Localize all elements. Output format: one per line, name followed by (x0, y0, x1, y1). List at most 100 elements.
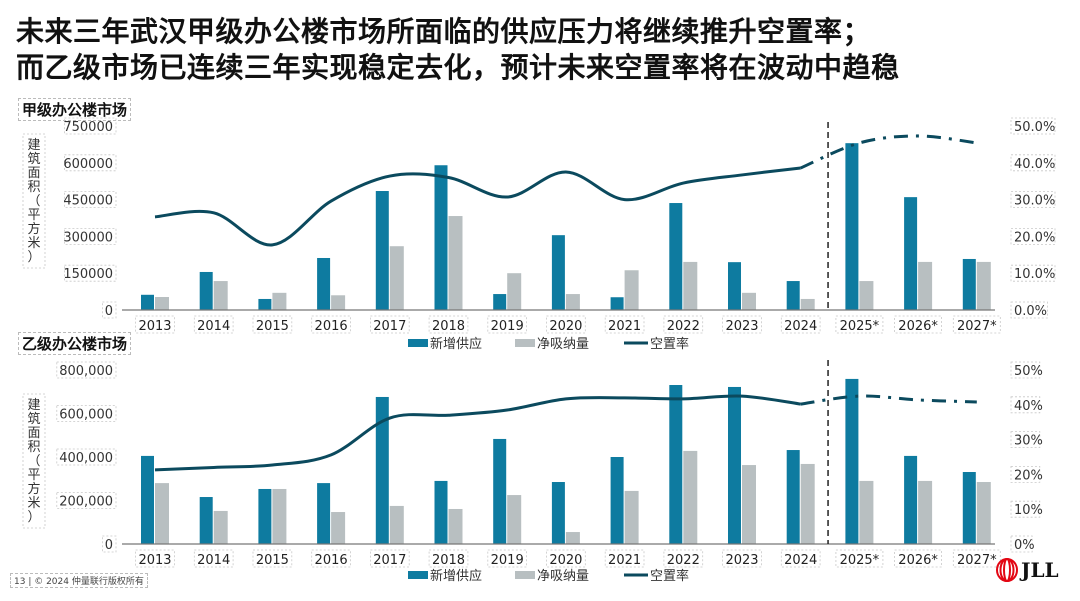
left-axis-tick-label: 200,000 (59, 495, 113, 510)
label-dashed-box (1010, 431, 1041, 449)
x-axis-tick-label: 2013 (138, 319, 171, 334)
bar-net-absorption (918, 261, 933, 310)
grade-b-chart: 0 200,000 400,000 600,000 800,000 0% 10% 20% 30%… (22, 360, 1043, 584)
y-axis-title-char: 米 (27, 496, 40, 511)
label-dashed-box (1010, 191, 1056, 209)
bar-new-supply (845, 143, 859, 310)
bar-net-absorption (507, 273, 522, 310)
bar-new-supply (904, 197, 918, 310)
bar-net-absorption (448, 508, 463, 544)
x-axis-tick-label: 2014 (197, 319, 230, 334)
x-axis-tick-label: 2027* (957, 553, 997, 568)
bar-new-supply (317, 483, 331, 544)
y-axis-title-char: 米 (27, 236, 40, 251)
label-dashed-box (56, 405, 117, 422)
y-axis-title-char: 方 (27, 481, 40, 497)
bar-new-supply (141, 294, 154, 310)
bar-new-supply (375, 396, 389, 544)
bar-new-supply (258, 298, 272, 310)
slide-title-line-2: 而乙级市场已连续三年实现稳定去化，预计未来空置率将在波动中趋稳 (16, 51, 900, 84)
x-axis-tick-label: 2015 (256, 319, 289, 334)
y-axis-title-char: ） (27, 510, 40, 525)
x-axis-tick-label: 2024 (784, 553, 817, 568)
grade-a-chart: 0 150000 300000 450000 600000 750000 0.0% 10.0%… (22, 117, 1056, 352)
x-axis-tick-label: 2016 (315, 553, 348, 568)
bar-net-absorption (331, 512, 346, 544)
bar-new-supply (493, 294, 507, 310)
bar-net-absorption (976, 482, 991, 544)
bar-new-supply (669, 203, 683, 310)
y-axis-title-char: ） (27, 250, 40, 265)
y-axis-title-char: 面 (27, 166, 40, 181)
label-dashed-box (56, 492, 117, 509)
x-axis-tick-label: 2021 (608, 319, 641, 334)
left-axis-tick-label: 750000 (63, 120, 113, 135)
x-axis-tick-label: 2020 (549, 553, 582, 568)
bar-net-absorption (859, 281, 874, 310)
x-axis-tick-label: 2014 (197, 553, 230, 568)
right-axis-tick-label: 40.0% (1014, 157, 1055, 172)
label-dashed-box (64, 191, 117, 209)
bar-net-absorption (918, 480, 933, 544)
x-axis-tick-label: 2019 (491, 319, 524, 334)
bar-new-supply (551, 235, 565, 310)
left-axis-tick-label: 0 (105, 538, 113, 553)
bar-net-absorption (155, 296, 169, 310)
y-axis-title-char: （ (27, 194, 40, 209)
left-axis-tick-label: 600,000 (59, 408, 113, 423)
bar-net-absorption (565, 294, 580, 310)
y-axis-title-char: 建 (27, 138, 40, 153)
bar-new-supply (786, 281, 800, 310)
y-axis-title-char: 积 (27, 180, 40, 195)
left-axis-tick-label: 0 (105, 304, 113, 319)
bar-net-absorption (331, 295, 346, 310)
bar-new-supply (610, 457, 624, 544)
x-axis-tick-label: 2026* (898, 319, 938, 334)
bar-net-absorption (742, 292, 756, 310)
y-axis-title-char: 积 (27, 440, 40, 455)
right-axis-tick-label: 10.0% (1014, 267, 1055, 282)
bar-net-absorption (800, 463, 815, 544)
legend-net-absorption-label: 净吸纳量 (537, 337, 589, 352)
left-axis-tick-label: 300000 (63, 230, 113, 245)
bar-net-absorption (389, 505, 404, 544)
label-dashed-box (1010, 264, 1056, 282)
bar-new-supply (610, 297, 624, 310)
x-axis-tick-label: 2017 (373, 319, 406, 334)
bar-net-absorption (624, 490, 639, 544)
bar-net-absorption (389, 246, 404, 310)
bar-net-absorption (683, 261, 698, 310)
bar-net-absorption (213, 510, 228, 544)
label-dashed-box (1010, 396, 1041, 414)
y-axis-title-char: 筑 (27, 151, 40, 167)
label-dashed-box (102, 535, 117, 553)
slide-title-line-1: 未来三年武汉甲级办公楼市场所面临的供应压力将继续推升空置率； (16, 15, 872, 48)
label-dashed-box (1010, 117, 1056, 135)
bar-net-absorption (507, 495, 522, 544)
left-axis-tick-label: 400,000 (59, 451, 113, 466)
bar-new-supply (904, 455, 918, 544)
bar-net-absorption (213, 281, 228, 310)
x-axis-tick-label: 2027* (957, 319, 997, 334)
bar-net-absorption (624, 270, 639, 310)
left-axis-tick-label: 600000 (63, 157, 113, 172)
bar-net-absorption (272, 488, 287, 544)
bar-net-absorption (565, 532, 580, 544)
bar-new-supply (845, 378, 859, 544)
y-axis-title-char: 建 (27, 398, 40, 413)
legend-new-supply-swatch (408, 571, 428, 579)
grade-b-section-title: 乙级办公楼市场 (18, 332, 132, 355)
vacancy-line-forecast (800, 394, 977, 406)
bar-new-supply (728, 262, 741, 310)
x-axis-tick-label: 2018 (432, 319, 465, 334)
left-axis-tick-label: 800,000 (59, 364, 113, 379)
right-axis-tick-label: 40% (1014, 399, 1043, 414)
x-axis-tick-label: 2022 (667, 553, 700, 568)
x-axis-tick-label: 2025* (840, 319, 880, 334)
jll-logo-mark-icon (996, 558, 1018, 582)
bar-new-supply (786, 450, 800, 544)
right-axis-tick-label: 0.0% (1014, 304, 1047, 319)
x-axis-tick-label: 2017 (373, 553, 406, 568)
legend-vacancy-label: 空置率 (650, 336, 689, 352)
